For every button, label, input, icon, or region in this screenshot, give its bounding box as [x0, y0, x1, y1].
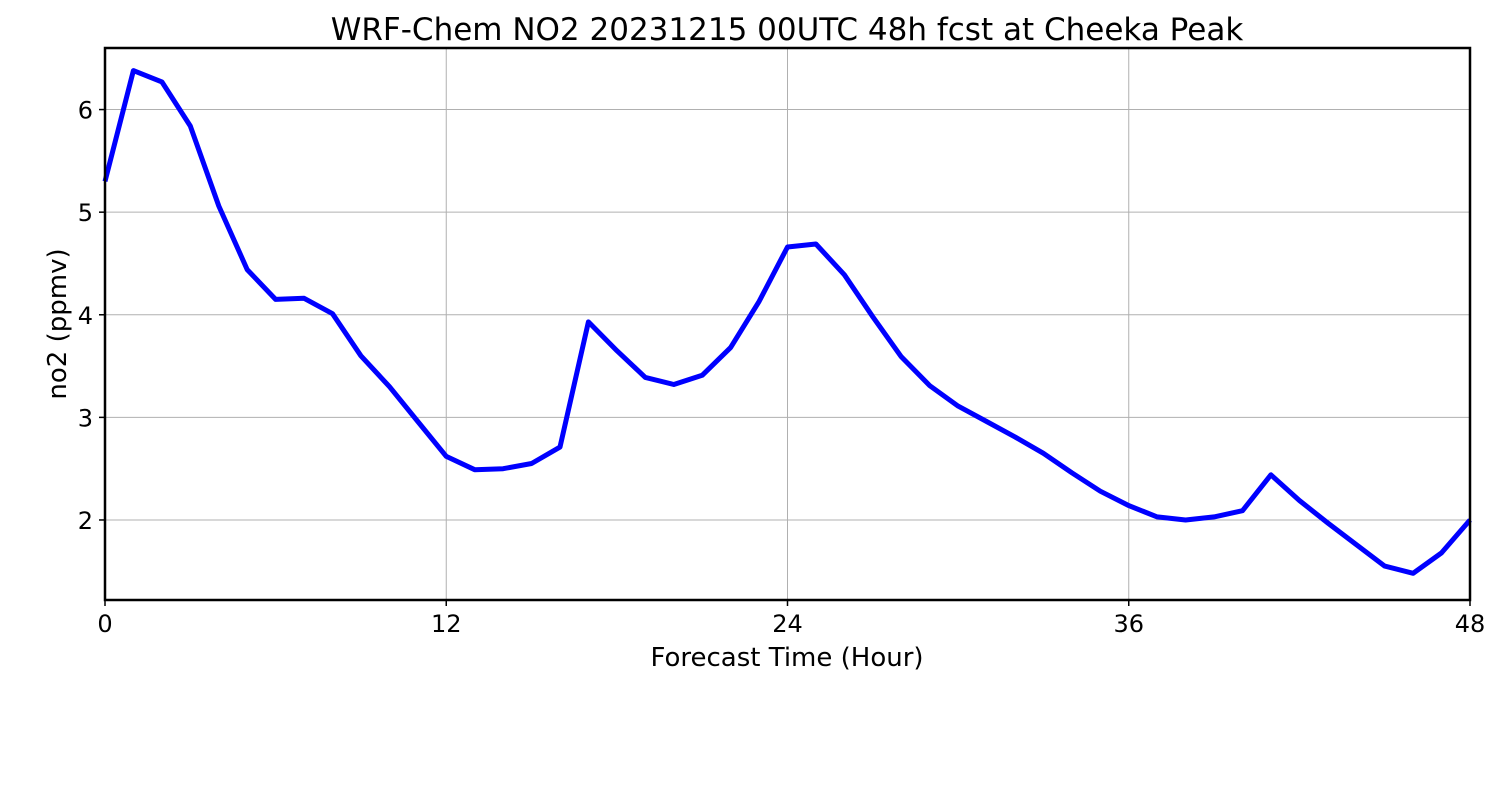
y-tick-label: 4: [78, 302, 93, 330]
y-tick-label: 2: [78, 507, 93, 535]
chart-title: WRF-Chem NO2 20231215 00UTC 48h fcst at …: [331, 12, 1244, 48]
y-axis-label: no2 (ppmv): [43, 248, 73, 399]
no2-series-line: [102, 68, 1472, 576]
y-tick-label: 3: [78, 404, 93, 432]
series-layer: [102, 68, 1472, 576]
y-tick-label: 6: [78, 97, 93, 125]
x-tick-label: 48: [1455, 610, 1486, 638]
x-tick-label: 12: [431, 610, 462, 638]
grid-lines: [104, 48, 1471, 600]
x-axis-label: Forecast Time (Hour): [650, 643, 923, 673]
x-tick-label: 24: [772, 610, 803, 638]
axis-ticks: 0 12 24 36 48 2 3 4 5 6: [78, 97, 1486, 638]
x-tick-label: 0: [97, 610, 112, 638]
x-tick-label: 36: [1113, 610, 1144, 638]
y-tick-label: 5: [78, 199, 93, 227]
